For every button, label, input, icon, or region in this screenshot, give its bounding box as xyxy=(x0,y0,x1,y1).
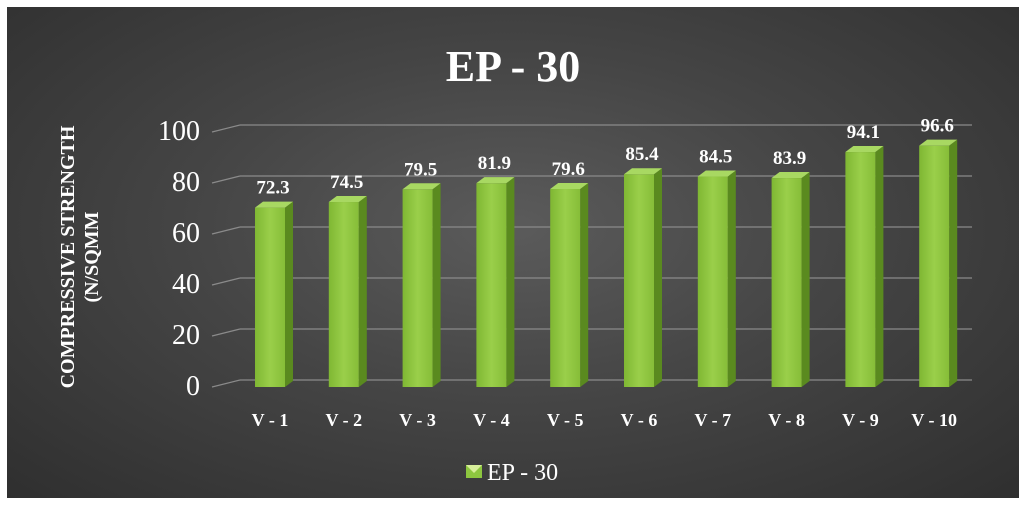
bar-side xyxy=(654,168,662,387)
gridline-slant xyxy=(211,277,241,286)
bar xyxy=(624,168,662,387)
gridline-slant xyxy=(211,379,241,388)
legend-label: EP - 30 xyxy=(487,460,558,486)
bar xyxy=(328,196,367,387)
bar-front xyxy=(697,176,728,387)
legend-swatch-icon xyxy=(466,465,482,478)
bar-side xyxy=(949,139,958,387)
bar-top xyxy=(845,146,884,153)
bar-top xyxy=(255,201,293,208)
x-tick-label: V - 5 xyxy=(547,410,584,430)
gridline-slant xyxy=(211,226,241,235)
y-tick-label: 80 xyxy=(172,167,200,198)
bar-front xyxy=(919,145,950,387)
x-tick-label: V - 1 xyxy=(252,410,289,430)
gridline-slant xyxy=(211,175,241,184)
bar xyxy=(255,201,293,387)
bar-front xyxy=(771,178,802,387)
gridline-slant xyxy=(211,328,241,337)
y-axis-label-line-2: (N/SQMM xyxy=(81,211,103,302)
data-labels: 72.3 74.5 79.5 81.9 79.6 85.4 84.5 83.9 94.1 96.6 xyxy=(256,116,953,199)
data-label: 81.9 xyxy=(478,153,511,174)
y-axis-label-line-1: COMPRESSIVE STRENGTH xyxy=(57,125,79,388)
bar-side xyxy=(875,146,884,387)
bar xyxy=(476,177,515,387)
bar xyxy=(919,139,958,387)
bar-top xyxy=(697,170,736,177)
x-axis-ticks: V - 1 V - 2 V - 3 V - 4 V - 5 V - 6 V - 7 V - 8… xyxy=(252,410,957,430)
y-axis-ticks: 0 20 40 60 80 100 xyxy=(158,116,200,402)
y-axis-label: COMPRESSIVE STRENGTH (N/SQMM xyxy=(57,125,103,388)
x-tick-label: V - 7 xyxy=(694,410,731,430)
x-tick-label: V - 3 xyxy=(399,410,436,430)
chart-area: EP - 30 COMPRESSIVE STRENGTH (N/SQMM 0 20… xyxy=(7,7,1019,498)
data-label: 74.5 xyxy=(330,172,363,193)
bar-top xyxy=(328,196,367,203)
bar xyxy=(845,146,884,387)
bar xyxy=(697,170,736,387)
bar xyxy=(402,183,441,387)
x-tick-label: V - 6 xyxy=(621,410,658,430)
data-label: 79.5 xyxy=(404,159,437,180)
bar-side xyxy=(432,183,441,387)
bar-front xyxy=(624,174,654,387)
y-tick-label: 40 xyxy=(172,269,200,300)
data-label: 84.5 xyxy=(699,147,732,168)
bars xyxy=(255,139,958,387)
y-tick-label: 20 xyxy=(172,320,200,351)
data-label: 94.1 xyxy=(847,122,880,143)
bar-front xyxy=(328,202,359,387)
bar-side xyxy=(506,177,515,387)
data-label: 85.4 xyxy=(625,144,659,165)
bar-side xyxy=(285,201,293,387)
bar-front xyxy=(550,189,581,387)
data-label: 79.6 xyxy=(552,159,585,180)
bar xyxy=(771,172,810,387)
legend: EP - 30 xyxy=(466,460,558,486)
x-tick-label: V - 10 xyxy=(911,410,957,430)
bar-side xyxy=(801,172,810,387)
bar-top xyxy=(919,139,958,146)
bar-top xyxy=(402,183,441,190)
gridline-slant xyxy=(211,124,241,133)
bar-front xyxy=(402,189,433,387)
bar-front xyxy=(845,152,876,387)
y-tick-label: 100 xyxy=(158,116,200,147)
x-tick-label: V - 9 xyxy=(842,410,879,430)
y-tick-label: 0 xyxy=(186,371,200,402)
bar-side xyxy=(727,170,736,387)
bar-chart: EP - 30 COMPRESSIVE STRENGTH (N/SQMM 0 20… xyxy=(57,42,972,486)
bar-top xyxy=(476,177,515,184)
bar-side xyxy=(358,196,367,387)
bar-front xyxy=(255,207,285,387)
chart-title: EP - 30 xyxy=(446,42,580,91)
x-tick-label: V - 8 xyxy=(768,410,805,430)
bar xyxy=(550,183,589,387)
x-tick-label: V - 2 xyxy=(325,410,362,430)
bar-side xyxy=(580,183,589,387)
y-tick-label: 60 xyxy=(172,218,200,249)
data-label: 83.9 xyxy=(773,148,806,169)
data-label: 72.3 xyxy=(256,178,289,199)
bar-front xyxy=(476,183,507,387)
data-label: 96.6 xyxy=(921,116,954,137)
bar-top xyxy=(771,172,810,179)
x-tick-label: V - 4 xyxy=(473,410,510,430)
bar-top xyxy=(550,183,589,190)
bar-top xyxy=(624,168,662,175)
